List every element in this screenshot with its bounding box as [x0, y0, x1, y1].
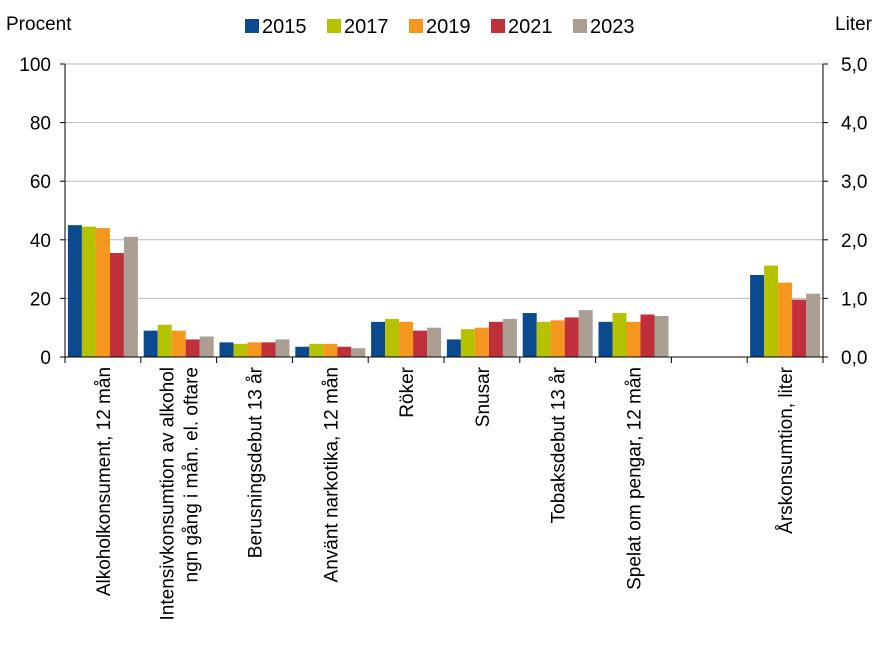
legend-swatch — [573, 19, 587, 33]
category-label: Snusar — [473, 366, 494, 427]
bar — [143, 330, 158, 357]
bar — [123, 236, 138, 357]
bar — [427, 327, 442, 357]
left-tick-label: 80 — [30, 114, 51, 135]
right-tick-label: 4,0 — [841, 114, 867, 135]
bar — [371, 321, 386, 357]
legend-label: 2017 — [344, 16, 389, 38]
category-label: Årskonsumtion, liter — [776, 366, 797, 534]
category-label: Använt narkotika, 12 mån — [321, 367, 342, 582]
legend-swatch — [245, 19, 259, 33]
gridlines — [65, 63, 823, 299]
left-axis-label: Procent — [6, 14, 72, 35]
category-label: ngn gång i mån. el. oftare — [182, 367, 203, 582]
bar — [157, 324, 172, 357]
category-label: Intensivkonsumtion av alkohol — [158, 367, 179, 620]
right-axis-ticks: 0,0 1,0 2,0 3,0 4,0 5,0 — [823, 55, 867, 369]
bar — [460, 329, 475, 357]
right-axis-label: Liter — [835, 14, 873, 35]
legend: 2015 2017 2019 2021 2023 — [245, 16, 635, 38]
bar — [337, 346, 352, 357]
bar — [564, 317, 579, 357]
bar — [233, 343, 248, 357]
bar — [502, 318, 517, 357]
bar — [806, 293, 821, 357]
category-label: Tobaksdebut 13 år — [549, 366, 570, 523]
bar — [385, 318, 400, 357]
legend-label: 2015 — [262, 16, 307, 38]
right-tick-label: 5,0 — [841, 55, 867, 76]
right-tick-label: 1,0 — [841, 289, 867, 310]
bar — [626, 321, 641, 357]
bar — [95, 228, 110, 357]
bar — [81, 226, 96, 357]
bars — [67, 225, 821, 357]
left-tick-label: 20 — [30, 289, 51, 310]
bar — [185, 339, 200, 357]
bar — [474, 327, 489, 357]
bar — [295, 346, 310, 357]
category-label: Alkoholkonsument, 12 mån — [94, 367, 115, 596]
category-labels: Alkoholkonsument, 12 mån Intensivkonsumti… — [94, 366, 797, 620]
bar — [488, 321, 503, 357]
category-label: Spelat om pengar, 12 mån — [625, 367, 646, 590]
left-tick-label: 100 — [19, 55, 51, 76]
bar — [323, 343, 338, 357]
legend-label: 2023 — [590, 16, 635, 38]
bar — [199, 336, 214, 357]
bar — [309, 343, 324, 357]
category-label: Berusningsdebut 13 år — [246, 366, 267, 558]
bar — [536, 321, 551, 357]
bar — [109, 252, 124, 357]
bar — [413, 330, 428, 357]
bar — [261, 342, 276, 357]
left-axis-ticks: 0 20 40 60 80 100 — [19, 55, 65, 369]
bar — [612, 313, 627, 357]
bar — [598, 321, 613, 357]
right-tick-label: 2,0 — [841, 231, 867, 252]
bar — [446, 339, 461, 357]
bar — [778, 282, 793, 357]
bar — [67, 225, 82, 357]
legend-swatch — [409, 19, 423, 33]
bar — [351, 348, 366, 357]
bar — [275, 339, 290, 357]
bar — [792, 299, 807, 357]
axes — [64, 64, 824, 363]
legend-swatch — [327, 19, 341, 33]
right-tick-label: 3,0 — [841, 172, 867, 193]
bar — [399, 321, 414, 357]
left-tick-label: 0 — [40, 348, 51, 369]
right-tick-label: 0,0 — [841, 348, 867, 369]
legend-label: 2021 — [508, 16, 553, 38]
left-tick-label: 40 — [30, 231, 51, 252]
bar — [219, 342, 234, 357]
bar — [764, 265, 779, 357]
bar — [578, 310, 593, 357]
bar — [550, 320, 565, 357]
bar — [654, 315, 669, 357]
bar — [171, 330, 186, 357]
legend-label: 2019 — [426, 16, 471, 38]
bar — [522, 313, 537, 357]
bar — [750, 274, 765, 357]
bar — [640, 314, 655, 357]
bar — [247, 342, 262, 357]
legend-swatch — [491, 19, 505, 33]
category-label: Röker — [397, 366, 418, 417]
left-tick-label: 60 — [30, 172, 51, 193]
